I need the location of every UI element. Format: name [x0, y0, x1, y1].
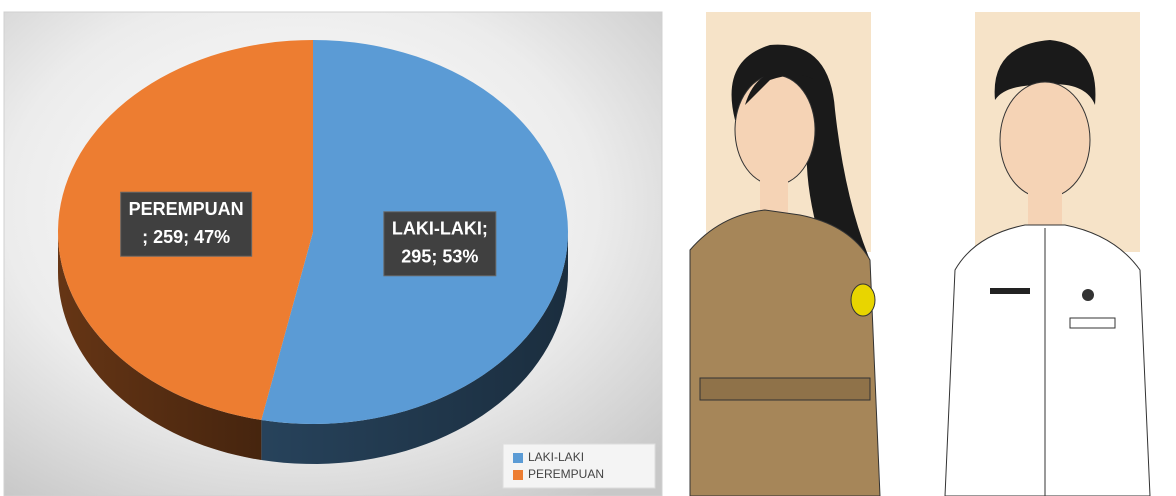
fringe	[745, 71, 815, 105]
data-label-text: ; 259; 47%	[142, 227, 230, 247]
legend-swatch	[513, 470, 523, 480]
badge	[850, 283, 876, 317]
pie: LAKI-LAKI; 295; 53% PEREMPUAN ; 259; 47%	[58, 40, 568, 464]
hair	[994, 40, 1096, 105]
face	[734, 74, 816, 186]
legend-box	[502, 443, 656, 489]
neck	[1028, 190, 1062, 230]
shirt	[944, 224, 1151, 496]
pocket	[1069, 317, 1116, 329]
data-label-box	[383, 211, 497, 277]
uniform	[689, 209, 881, 496]
data-label: PEREMPUAN ; 259; 47%	[120, 191, 253, 257]
slice-side-shade	[261, 232, 568, 464]
belt	[699, 377, 871, 401]
illustration	[689, 12, 1151, 496]
legend-label: PEREMPUAN	[528, 467, 604, 481]
legend-label: LAKI-LAKI	[528, 450, 584, 464]
data-label-text: 295; 53%	[401, 247, 478, 267]
legend-swatch	[513, 453, 523, 463]
data-label-box	[120, 191, 253, 257]
face	[999, 81, 1091, 199]
slice-side-shade	[58, 232, 262, 461]
data-label-text: LAKI-LAKI;	[392, 219, 488, 239]
emblem	[1082, 289, 1094, 301]
legend: LAKI-LAKI PEREMPUAN	[502, 443, 656, 489]
nametag	[990, 288, 1030, 294]
data-label-text: PEREMPUAN	[129, 199, 244, 219]
data-label: LAKI-LAKI; 295; 53%	[383, 211, 497, 277]
